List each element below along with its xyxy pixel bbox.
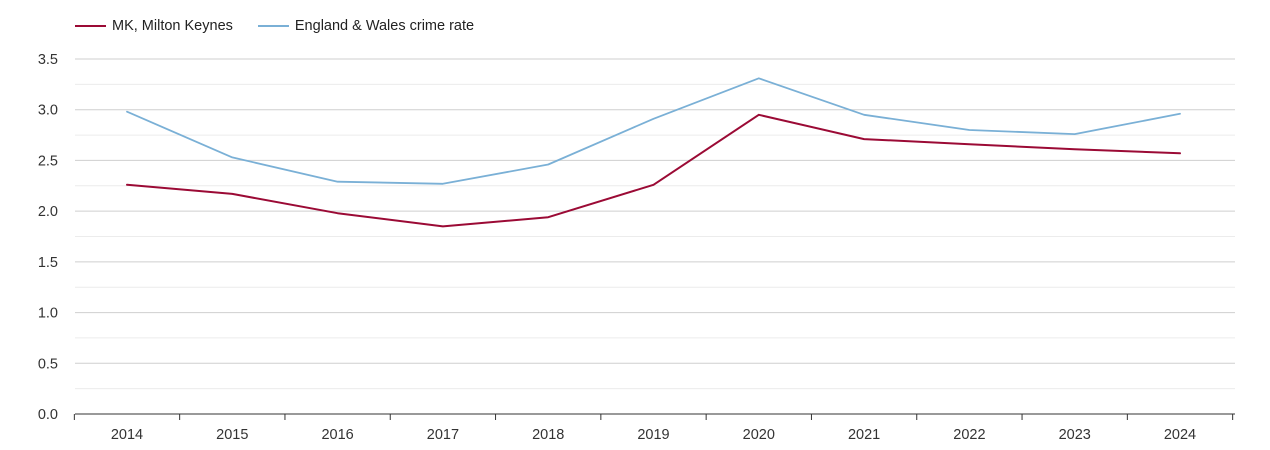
x-tick-label: 2016	[321, 427, 353, 443]
y-tick-label: 1.0	[38, 306, 58, 322]
grid-lines	[75, 58, 1235, 390]
y-tick-label: 0.5	[38, 356, 58, 372]
legend-swatch-england-wales	[257, 25, 289, 27]
x-tick-label: 2024	[1164, 427, 1196, 443]
series-line-milton-keynes	[126, 113, 1181, 228]
x-tick-label: 2021	[848, 427, 880, 443]
series-lines	[126, 77, 1181, 228]
legend-label-milton-keynes: MK, Milton Keynes	[112, 18, 233, 34]
x-tick-label: 2017	[427, 427, 459, 443]
x-tick-label: 2020	[743, 427, 775, 443]
y-tick-label: 0.0	[38, 407, 58, 423]
legend-item-england-wales[interactable]: England & Wales crime rate	[257, 18, 475, 34]
y-tick-label: 2.0	[38, 204, 58, 220]
x-tick-label: 2015	[216, 427, 248, 443]
y-tick-label: 3.0	[38, 103, 58, 119]
x-tick-label: 2019	[637, 427, 669, 443]
x-tick-label: 2023	[1059, 427, 1091, 443]
x-tick-label: 2014	[111, 427, 143, 443]
legend-label-england-wales: England & Wales crime rate	[294, 18, 475, 34]
legend-swatch-milton-keynes	[75, 25, 106, 27]
x-tick-label: 2022	[953, 427, 985, 443]
axes: 0.0 0.5 1.0 1.5 2.0 2.5 3.0 3.5 2014 2015 2016 2017…	[38, 52, 1235, 443]
series-line-england-wales	[126, 77, 1181, 185]
x-tick-label: 2018	[532, 427, 564, 443]
y-tick-label: 1.5	[38, 255, 58, 271]
legend-item-milton-keynes[interactable]: MK, Milton Keynes	[75, 18, 233, 34]
y-tick-label: 3.5	[38, 52, 58, 68]
chart-legend: MK, Milton Keynes England & Wales crime …	[75, 14, 499, 38]
y-tick-label: 2.5	[38, 153, 58, 169]
